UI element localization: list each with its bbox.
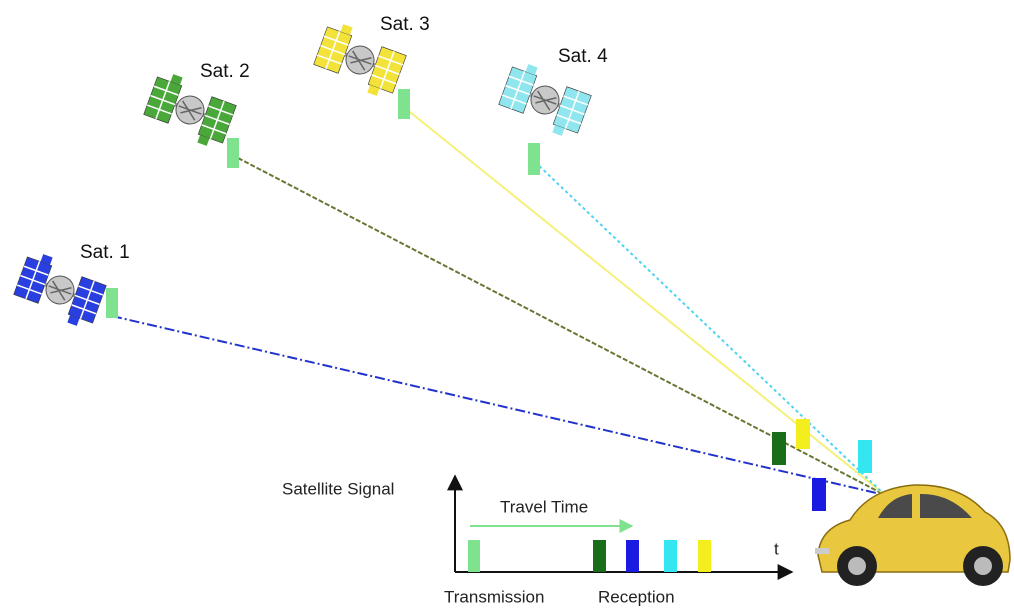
- signal-pulse: [468, 540, 480, 572]
- signal-pulse: [626, 540, 639, 572]
- signal-pulse: [593, 540, 606, 572]
- satellite-label: Sat. 1: [80, 242, 130, 263]
- satellite-label: Sat. 3: [380, 14, 430, 35]
- satellite-label: Sat. 2: [200, 61, 250, 82]
- signal-pulse: [812, 478, 826, 511]
- car: [815, 485, 1010, 586]
- transmission-label: Transmission: [444, 587, 544, 606]
- axis-label: Satellite Signal: [282, 479, 394, 498]
- signal-path: [238, 158, 885, 495]
- time-label: t: [774, 539, 779, 558]
- signal-pulse: [796, 419, 810, 449]
- signal-pulse: [858, 440, 872, 473]
- signal-pulse: [106, 288, 118, 318]
- signal-path: [405, 108, 885, 495]
- signal-pulse: [398, 89, 410, 119]
- signal-pulse: [664, 540, 677, 572]
- signal-pulse: [698, 540, 711, 572]
- signal-path: [535, 162, 885, 495]
- signal-pulse: [528, 143, 540, 175]
- travel-label: Travel Time: [500, 497, 588, 516]
- signal-pulse: [227, 138, 239, 168]
- signal-path: [112, 316, 885, 495]
- diagram: Sat. 1 Sat. 2 Sat. 3 Sat. 4 Satellite Si…: [0, 0, 1014, 611]
- signal-pulse: [772, 432, 786, 465]
- satellite-icon: [496, 59, 594, 140]
- reception-label: Reception: [598, 587, 675, 606]
- satellite-label: Sat. 4: [558, 46, 608, 67]
